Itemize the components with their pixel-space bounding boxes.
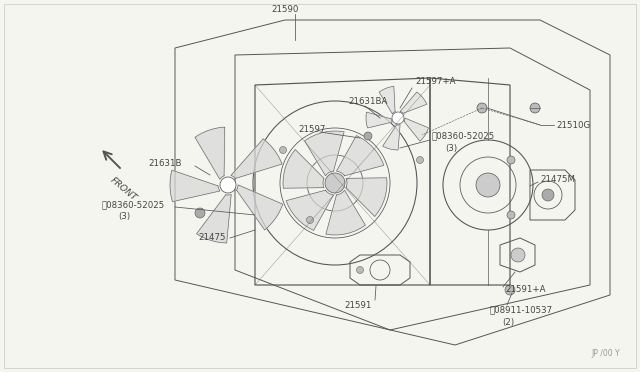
Text: Ⓞ08911-10537: Ⓞ08911-10537 xyxy=(490,305,553,314)
Circle shape xyxy=(507,211,515,219)
Text: FRONT: FRONT xyxy=(108,176,138,203)
Circle shape xyxy=(220,177,236,193)
Circle shape xyxy=(511,248,525,262)
Polygon shape xyxy=(404,118,428,141)
Polygon shape xyxy=(231,139,282,179)
Polygon shape xyxy=(196,195,231,243)
Polygon shape xyxy=(305,131,344,176)
Circle shape xyxy=(530,103,540,113)
Polygon shape xyxy=(366,112,392,128)
Polygon shape xyxy=(283,150,324,188)
Circle shape xyxy=(505,285,515,295)
Circle shape xyxy=(307,217,314,224)
Text: 21475M: 21475M xyxy=(540,176,575,185)
Text: JP /00 Y: JP /00 Y xyxy=(591,349,620,358)
Polygon shape xyxy=(286,190,333,230)
Polygon shape xyxy=(237,185,283,230)
Text: (3): (3) xyxy=(118,212,130,221)
Text: 21590: 21590 xyxy=(271,6,299,15)
Text: 21475: 21475 xyxy=(198,234,225,243)
Polygon shape xyxy=(195,127,225,179)
Circle shape xyxy=(195,208,205,218)
Circle shape xyxy=(417,157,424,164)
Text: 21591+A: 21591+A xyxy=(505,285,545,295)
Circle shape xyxy=(364,132,372,140)
Circle shape xyxy=(476,173,500,197)
Text: (2): (2) xyxy=(502,317,514,327)
Polygon shape xyxy=(326,190,365,235)
Polygon shape xyxy=(346,178,387,217)
Circle shape xyxy=(477,103,487,113)
Text: 21597+A: 21597+A xyxy=(415,77,456,87)
Text: 21597: 21597 xyxy=(298,125,325,135)
Circle shape xyxy=(507,156,515,164)
Text: (3): (3) xyxy=(445,144,457,153)
Circle shape xyxy=(392,112,404,124)
Polygon shape xyxy=(170,170,220,202)
Text: 21631B: 21631B xyxy=(148,158,182,167)
Circle shape xyxy=(325,173,345,193)
Text: Ⓝ08360-52025: Ⓝ08360-52025 xyxy=(432,131,495,141)
Polygon shape xyxy=(400,92,427,113)
Polygon shape xyxy=(379,86,395,114)
Text: Ⓝ08360-52025: Ⓝ08360-52025 xyxy=(102,201,165,209)
Polygon shape xyxy=(383,125,400,150)
Text: 21631BA: 21631BA xyxy=(348,97,387,106)
Polygon shape xyxy=(337,136,384,176)
Text: 21591: 21591 xyxy=(344,301,372,310)
Circle shape xyxy=(542,189,554,201)
Circle shape xyxy=(280,147,287,154)
Circle shape xyxy=(356,266,364,273)
Text: 21510G: 21510G xyxy=(556,121,590,129)
